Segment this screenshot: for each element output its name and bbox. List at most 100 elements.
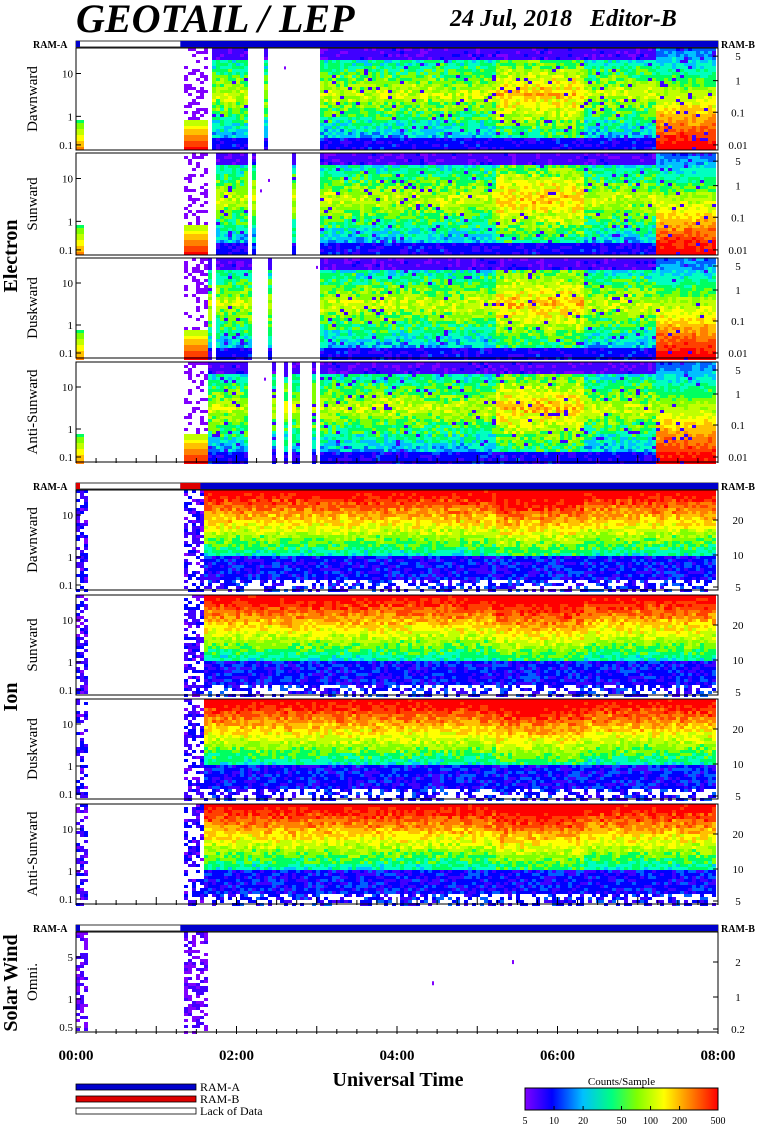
spectrogram-cell — [412, 102, 416, 105]
spectrogram-cell — [388, 222, 392, 225]
spectrogram-cell — [584, 123, 588, 126]
spectrogram-cell — [516, 87, 520, 90]
spectrogram-cell — [244, 237, 248, 240]
spectrogram-cell — [384, 87, 388, 90]
spectrogram-cell — [76, 120, 80, 123]
spectrogram-cell — [580, 129, 584, 132]
spectrogram-cell — [640, 81, 644, 84]
spectrogram-cell — [336, 210, 340, 213]
spectrogram-cell — [356, 156, 360, 159]
spectrogram-cell — [292, 168, 296, 171]
spectrogram-cell — [216, 177, 220, 180]
spectrogram-cell — [536, 135, 540, 138]
spectrogram-cell — [380, 210, 384, 213]
spectrogram-cell — [680, 117, 684, 120]
spectrogram-cell — [540, 144, 544, 147]
spectrogram-cell — [328, 117, 332, 120]
spectrogram-cell — [592, 135, 596, 138]
spectrogram-cell — [608, 129, 612, 132]
spectrogram-cell — [464, 51, 468, 54]
spectrogram-cell — [352, 201, 356, 204]
spectrogram-cell — [556, 72, 560, 75]
spectrogram-cell — [512, 75, 516, 78]
group-label: Electron — [0, 220, 22, 293]
spectrogram-cell — [232, 213, 236, 216]
spectrogram-cell — [204, 66, 208, 69]
spectrogram-cell — [224, 198, 228, 201]
spectrogram-cell — [488, 99, 492, 102]
spectrogram-cell — [712, 108, 716, 111]
spectrogram-cell — [368, 78, 372, 81]
spectrogram-cell — [564, 81, 568, 84]
spectrogram-cell — [672, 60, 676, 63]
spectrogram-cell — [244, 210, 248, 213]
spectrogram-cell — [468, 63, 472, 66]
spectrogram-cell — [620, 105, 624, 108]
spectrogram-cell — [664, 102, 668, 105]
spectrogram-cell — [688, 60, 692, 63]
spectrogram-cell — [664, 93, 668, 96]
spectrogram-cell — [632, 99, 636, 102]
spectrogram-cell — [332, 207, 336, 210]
spectrogram-cell — [440, 141, 444, 144]
spectrogram-cell — [376, 222, 380, 225]
spectrogram-cell — [376, 192, 380, 195]
spectrogram-cell — [492, 141, 496, 144]
spectrogram-cell — [228, 219, 232, 222]
spectrogram-cell — [328, 105, 332, 108]
spectrogram-cell — [528, 66, 532, 69]
spectrogram-cell — [648, 72, 652, 75]
spectrogram-cell — [228, 144, 232, 147]
spectrogram-cell — [708, 126, 712, 129]
spectrogram-cell — [184, 132, 188, 135]
spectrogram-cell — [556, 111, 560, 114]
spectrogram-cell — [368, 102, 372, 105]
spectrogram-cell — [228, 183, 232, 186]
spectrogram-cell — [624, 114, 628, 117]
spectrogram-cell — [192, 237, 196, 240]
spectrogram-cell — [492, 111, 496, 114]
spectrogram-cell — [568, 51, 572, 54]
spectrogram-cell — [392, 168, 396, 171]
spectrogram-cell — [408, 129, 412, 132]
spectrogram-cell — [568, 60, 572, 63]
spectrogram-cell — [664, 87, 668, 90]
spectrogram-cell — [528, 123, 532, 126]
spectrogram-cell — [508, 66, 512, 69]
spectrogram-cell — [364, 228, 368, 231]
spectrogram-cell — [200, 204, 204, 207]
spectrogram-cell — [340, 210, 344, 213]
spectrogram-cell — [416, 135, 420, 138]
spectrogram-cell — [236, 129, 240, 132]
spectrogram-cell — [356, 225, 360, 228]
spectrogram-cell — [536, 108, 540, 111]
spectrogram-cell — [652, 120, 656, 123]
spectrogram-cell — [416, 78, 420, 81]
spectrogram-cell — [656, 141, 660, 144]
spectrogram-cell — [384, 171, 388, 174]
spectrogram-cell — [448, 72, 452, 75]
spectrogram-cell — [624, 75, 628, 78]
spectrogram-cell — [340, 117, 344, 120]
spectrogram-cell — [220, 240, 224, 243]
spectrogram-cell — [424, 138, 428, 141]
spectrogram-cell — [580, 78, 584, 81]
spectrogram-cell — [464, 99, 468, 102]
spectrogram-cell — [428, 75, 432, 78]
spectrogram-cell — [616, 144, 620, 147]
spectrogram-cell — [408, 51, 412, 54]
spectrogram-cell — [376, 123, 380, 126]
spectrogram-cell — [392, 105, 396, 108]
spectrogram-cell — [384, 195, 388, 198]
spectrogram-cell — [212, 129, 216, 132]
spectrogram-cell — [292, 195, 296, 198]
spectrogram-cell — [236, 240, 240, 243]
spectrogram-cell — [488, 123, 492, 126]
spectrogram-cell — [608, 87, 612, 90]
spectrogram-cell — [456, 129, 460, 132]
spectrogram-cell — [704, 69, 708, 72]
spectrogram-cell — [548, 144, 552, 147]
spectrogram-cell — [388, 135, 392, 138]
spectrogram-cell — [532, 108, 536, 111]
spectrogram-cell — [484, 117, 488, 120]
